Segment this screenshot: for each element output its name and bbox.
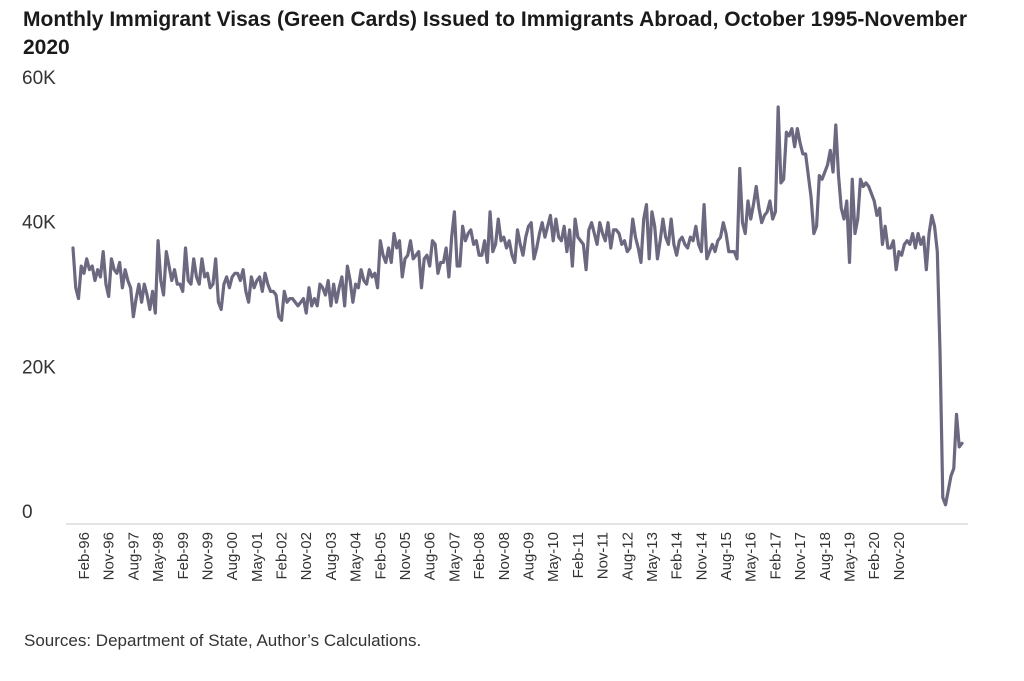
x-tick-label: Feb-17 [767, 532, 784, 580]
x-tick-label: Nov-05 [397, 532, 414, 580]
x-tick-label: Aug-09 [520, 532, 537, 580]
x-tick-label: May-10 [545, 532, 562, 582]
x-tick-label: Nov-11 [595, 532, 612, 579]
x-tick-label: May-98 [150, 532, 167, 582]
x-tick-label: Aug-00 [224, 532, 241, 580]
x-tick-label: Nov-08 [496, 532, 513, 580]
x-tick-label: Aug-15 [718, 532, 735, 580]
x-tick-label: May-13 [644, 532, 661, 582]
x-tick-label: Feb-96 [76, 532, 93, 580]
x-tick-label: Feb-05 [372, 532, 389, 580]
y-tick-label: 60K [22, 68, 56, 89]
series-line [71, 105, 964, 507]
y-tick-label: 0 [22, 502, 33, 523]
x-axis-ticks: Feb-96 Nov-96 Aug-97 May-98 Feb-99 Nov-99 Aug-… [76, 532, 908, 582]
x-tick-label: Nov-99 [199, 532, 216, 580]
x-tick-label: Aug-06 [422, 532, 439, 580]
x-tick-label: Aug-18 [817, 532, 834, 580]
y-tick-label: 40K [22, 213, 56, 234]
x-tick-label: May-16 [743, 532, 760, 582]
x-tick-label: Feb-11 [570, 532, 587, 578]
x-tick-label: Nov-14 [693, 532, 710, 580]
source-note: Sources: Department of State, Author’s C… [24, 631, 422, 650]
x-tick-label: Nov-20 [891, 532, 908, 580]
x-tick-label: May-07 [446, 532, 463, 582]
x-tick-label: May-04 [348, 532, 365, 582]
y-tick-label: 20K [22, 357, 56, 378]
x-tick-label: May-19 [842, 532, 859, 582]
x-tick-label: Feb-02 [274, 532, 291, 580]
x-tick-label: Feb-99 [175, 532, 192, 580]
chart-title: Monthly Immigrant Visas (Green Cards) Is… [23, 8, 968, 59]
x-tick-label: Nov-17 [792, 532, 809, 580]
x-tick-label: Aug-97 [125, 532, 142, 580]
x-tick-label: Aug-03 [323, 532, 340, 580]
x-tick-label: Nov-96 [101, 532, 118, 580]
x-tick-label: Feb-08 [471, 532, 488, 580]
x-tick-label: May-01 [249, 532, 266, 582]
x-tick-label: Nov-02 [298, 532, 315, 580]
x-tick-label: Aug-12 [619, 532, 636, 580]
y-axis-ticks: 0 20K 40K 60K [22, 68, 56, 523]
x-tick-label: Feb-14 [669, 532, 686, 580]
x-tick-label: Feb-20 [866, 532, 883, 580]
